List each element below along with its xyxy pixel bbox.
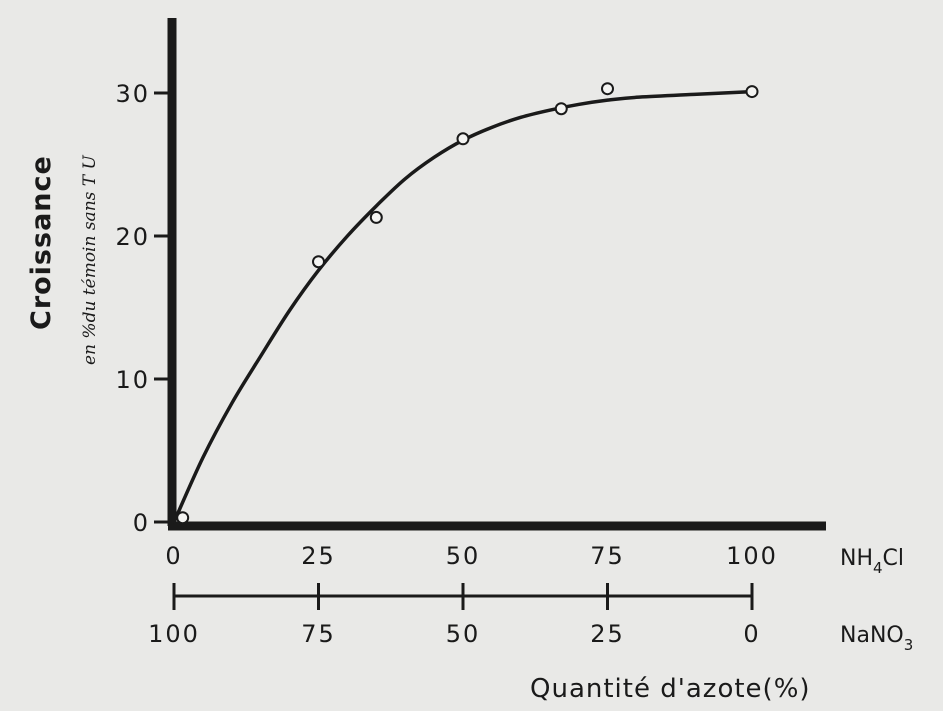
x-tick-label-bottom: 75 — [301, 620, 336, 648]
data-point — [745, 85, 759, 99]
x-tick-label-top: 75 — [590, 542, 625, 570]
x-tick-label-top: 50 — [446, 542, 481, 570]
data-point — [456, 132, 470, 146]
x-tick-label-bottom: 50 — [446, 620, 481, 648]
y-axis-sublabel: en %du témoin sans T U — [80, 154, 100, 365]
x-tick-label-top: 100 — [726, 542, 778, 570]
data-point — [369, 210, 383, 224]
y-tick-label: 0 — [133, 509, 150, 537]
x-tick-label-top: 25 — [301, 542, 336, 570]
data-points — [176, 82, 759, 525]
data-point — [176, 511, 190, 525]
y-tick-label: 20 — [115, 223, 150, 251]
x-axis-bottom-label: NaNO3 — [840, 623, 913, 654]
y-tick-label: 10 — [115, 366, 150, 394]
data-point — [601, 82, 614, 96]
y-axis-label: Croissance — [26, 155, 57, 330]
x-tick-label-bottom: 25 — [590, 620, 625, 648]
fit-curve — [172, 89, 754, 524]
x-tick-label-top: 0 — [165, 542, 182, 570]
y-ticks: 0 10 20 30 — [115, 80, 172, 537]
x-ticks-top: 0 25 50 75 100 — [165, 542, 778, 570]
x-ticks-bottom: 100 75 50 25 0 — [148, 583, 760, 648]
x-axis-top-label: NH4Cl — [840, 546, 904, 577]
data-point — [312, 255, 325, 269]
x-tick-label-bottom: 100 — [148, 620, 200, 648]
data-point — [554, 102, 568, 116]
y-tick-label: 30 — [115, 80, 150, 108]
x-tick-label-bottom: 0 — [743, 620, 760, 648]
x-axis-label: Quantité d'azote(%) — [530, 674, 811, 704]
